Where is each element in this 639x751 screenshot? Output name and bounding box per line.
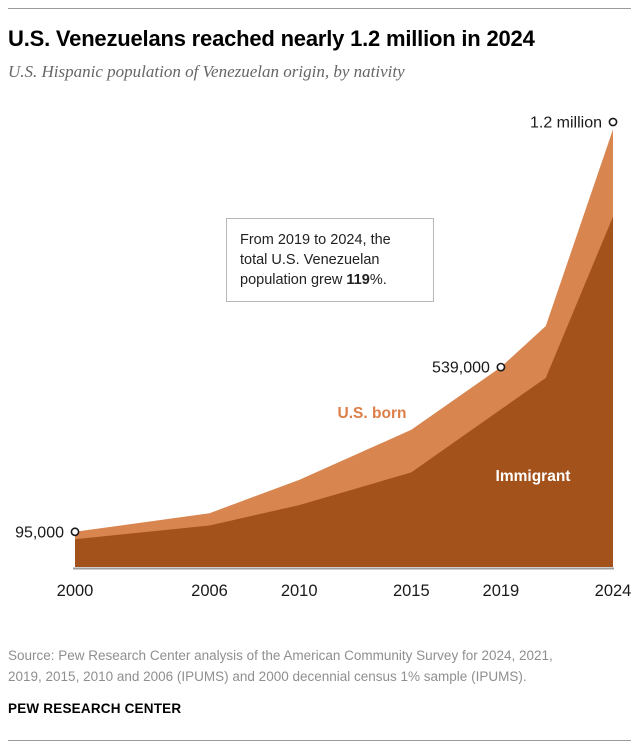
pew-chart-card: U.S. Venezuelans reached nearly 1.2 mill… <box>0 8 639 741</box>
x-tick-label-2000: 2000 <box>57 582 94 600</box>
stacked-area-chart: 2000 2006 2010 2015 2019 2024 95,000 539,000 1.2… <box>8 99 631 609</box>
x-tick-label-2006: 2006 <box>191 582 228 600</box>
callout-growth-value: 119 <box>346 272 370 288</box>
bottom-divider <box>8 740 631 741</box>
source-line-1: Source: Pew Research Center analysis of … <box>8 648 553 663</box>
top-divider <box>8 8 631 9</box>
source-line-2: 2019, 2015, 2010 and 2006 (IPUMS) and 20… <box>8 669 527 684</box>
x-tick-label-2010: 2010 <box>281 582 318 600</box>
source-note: Source: Pew Research Center analysis of … <box>8 645 631 687</box>
x-tick-label-2019: 2019 <box>483 582 520 600</box>
annotation-marker <box>608 117 618 127</box>
series-label-immigrant: Immigrant <box>495 468 571 485</box>
series-label-us-born: U.S. born <box>337 405 407 422</box>
page-title: U.S. Venezuelans reached nearly 1.2 mill… <box>8 26 535 51</box>
annotation-label: 95,000 <box>15 524 64 541</box>
x-tick-label-2024: 2024 <box>595 582 632 600</box>
annotation-label: 1.2 million <box>530 115 602 132</box>
chart-canvas: 2000 2006 2010 2015 2019 2024 95,000 539,000 1.2… <box>15 115 632 601</box>
callout-text: From 2019 to 2024, the total U.S. Venezu… <box>240 232 391 288</box>
callout-text-suffix: %. <box>369 272 387 288</box>
x-tick-label-2015: 2015 <box>393 582 430 600</box>
callout-box: From 2019 to 2024, the total U.S. Venezu… <box>226 218 434 302</box>
annotation-label: 539,000 <box>432 360 490 377</box>
chart-subtitle: U.S. Hispanic population of Venezuelan o… <box>8 62 405 81</box>
annotation-marker <box>70 527 80 537</box>
immigrant-area <box>75 216 613 567</box>
brand-pew-research-center: PEW RESEARCH CENTER <box>8 701 182 716</box>
annotation-marker <box>496 362 506 372</box>
